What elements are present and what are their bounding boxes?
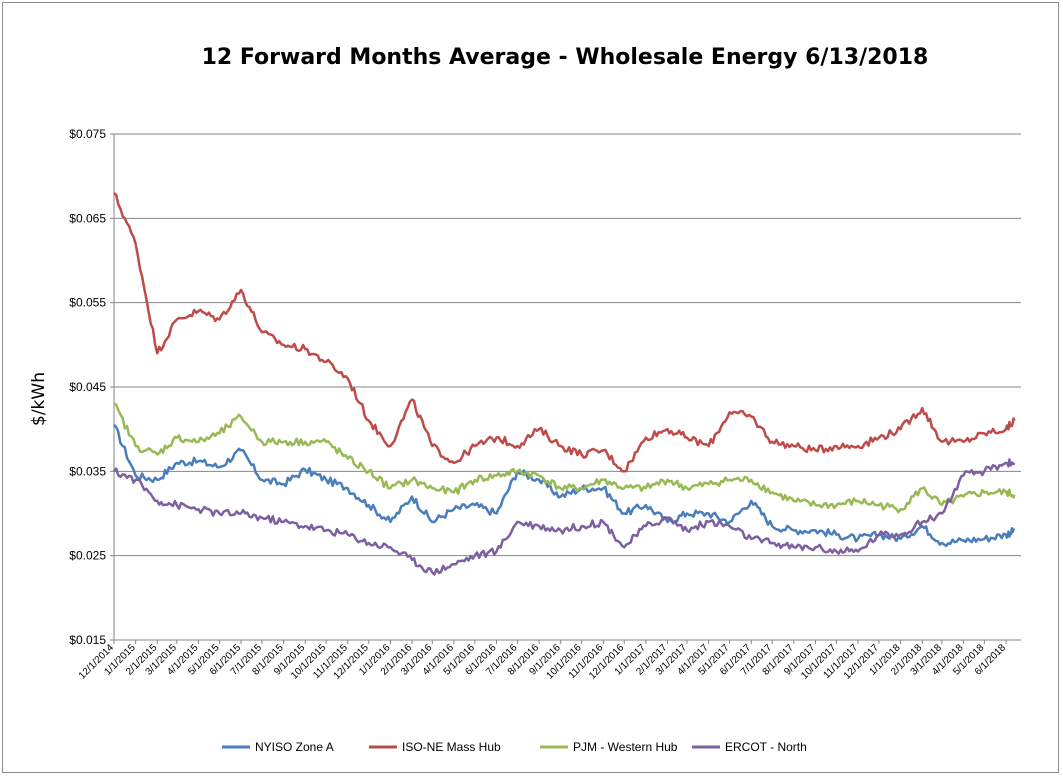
legend-label: ERCOT - North <box>725 740 807 754</box>
chart-title: 12 Forward Months Average - Wholesale En… <box>202 45 929 70</box>
y-tick-label: $0.075 <box>69 127 106 141</box>
legend-label: ISO-NE Mass Hub <box>402 740 501 754</box>
legend-label: NYISO Zone A <box>255 740 334 754</box>
x-axis-ticks: 12/1/20141/1/20152/1/20153/1/20154/1/201… <box>77 640 1008 682</box>
series-line <box>113 424 1016 548</box>
legend: NYISO Zone A ISO-NE Mass Hub PJM - Western… <box>222 740 807 754</box>
series-line <box>113 458 1016 576</box>
y-tick-label: $0.015 <box>69 633 106 647</box>
grid-lines <box>114 133 1021 557</box>
y-tick-label: $0.065 <box>69 211 106 225</box>
y-tick-label: $0.045 <box>69 380 106 394</box>
legend-label: PJM - Western Hub <box>573 740 678 754</box>
y-tick-label: $0.025 <box>69 549 106 563</box>
series-line <box>113 192 1016 473</box>
y-tick-label: $0.035 <box>69 464 106 478</box>
series-lines <box>113 192 1016 576</box>
y-tick-label: $0.055 <box>69 296 106 310</box>
y-axis-label: $/kWh <box>29 372 49 426</box>
series-line <box>113 402 1016 514</box>
y-axis-ticks: $0.015 $0.025 $0.035 $0.045 $0.055 $0.065 $0.0… <box>69 127 114 647</box>
